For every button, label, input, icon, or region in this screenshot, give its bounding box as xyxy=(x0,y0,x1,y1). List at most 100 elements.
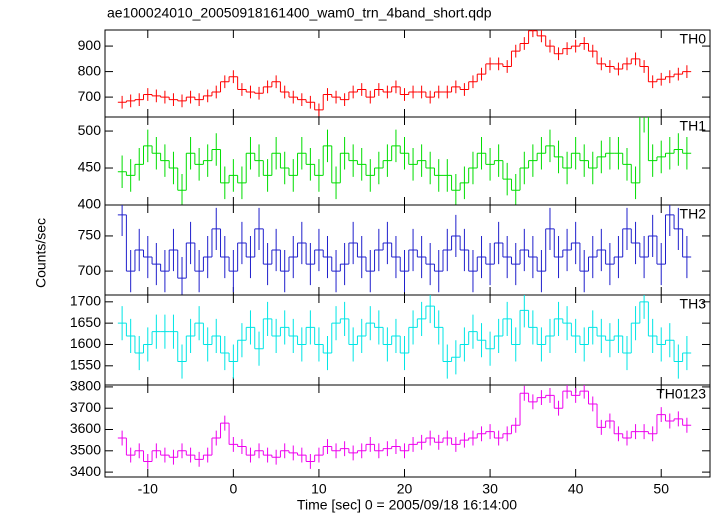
data-bin xyxy=(237,439,247,454)
data-bin xyxy=(520,228,529,272)
data-bin xyxy=(639,295,649,319)
data-bin xyxy=(656,242,666,286)
data-bin xyxy=(306,95,315,109)
data-bin xyxy=(134,148,144,181)
data-bin xyxy=(271,318,281,354)
data-bin xyxy=(391,439,401,454)
data-bin xyxy=(485,331,495,366)
data-bin xyxy=(186,136,195,170)
data-bin xyxy=(117,95,127,109)
data-bin xyxy=(588,44,598,58)
data-bin xyxy=(143,327,153,362)
data-bin xyxy=(254,144,264,177)
y-tick-label: 400 xyxy=(78,196,102,212)
x-tick-label: 30 xyxy=(482,481,498,497)
data-bin xyxy=(468,430,478,446)
data-bin xyxy=(186,221,195,265)
data-bin xyxy=(494,430,503,446)
data-bin xyxy=(357,148,366,181)
data-bin xyxy=(348,85,358,99)
data-bin xyxy=(468,75,478,89)
x-tick-label: 0 xyxy=(229,481,237,497)
data-bin xyxy=(331,443,341,459)
data-bin xyxy=(408,310,418,345)
data-bin xyxy=(323,439,332,454)
panel-frame xyxy=(104,294,711,386)
data-bin xyxy=(648,144,657,177)
data-bin xyxy=(682,417,692,433)
data-bin xyxy=(117,306,127,341)
data-bin xyxy=(365,159,375,192)
data-bin xyxy=(579,144,589,177)
x-tick-label: 40 xyxy=(568,481,584,497)
panel-frame xyxy=(104,384,711,478)
data-bin xyxy=(374,151,384,185)
data-bin xyxy=(597,318,606,354)
data-bin xyxy=(340,136,349,170)
data-bin xyxy=(297,221,307,265)
data-bin xyxy=(537,390,546,406)
data-bin xyxy=(682,136,692,170)
data-bin xyxy=(460,327,469,362)
data-bin xyxy=(306,242,315,286)
data-bin xyxy=(537,250,546,293)
panel-label: TH1 xyxy=(680,118,707,134)
data-bin xyxy=(134,228,144,272)
data-bin xyxy=(562,151,572,185)
data-bin xyxy=(169,151,178,185)
data-bin xyxy=(280,443,289,459)
data-bin xyxy=(357,83,366,96)
data-bin xyxy=(271,449,281,465)
data-bin xyxy=(502,426,512,442)
data-bin xyxy=(152,242,161,286)
data-bin xyxy=(323,88,332,101)
data-bin xyxy=(194,148,204,181)
y-tick-label: 1650 xyxy=(70,314,101,330)
data-bin xyxy=(365,90,375,104)
data-bin xyxy=(408,85,418,99)
data-bin xyxy=(665,323,675,358)
data-bin xyxy=(494,57,503,71)
data-bin xyxy=(314,327,324,362)
data-bin xyxy=(443,344,452,379)
data-bin xyxy=(254,86,264,100)
data-bin xyxy=(177,344,187,379)
y-tick-label: 1700 xyxy=(70,293,101,309)
data-bin xyxy=(203,447,212,463)
data-bin xyxy=(674,411,683,427)
data-bin xyxy=(400,443,409,459)
data-bin xyxy=(383,441,392,457)
chart-title: ae100024010_20050918161400_wam0_trn_4ban… xyxy=(107,5,492,21)
data-bin xyxy=(194,250,204,293)
data-bin xyxy=(468,250,478,293)
data-bin xyxy=(391,235,401,279)
data-bin xyxy=(579,37,589,50)
data-bin xyxy=(280,151,289,185)
data-bin xyxy=(502,60,512,73)
data-bin xyxy=(408,436,418,452)
y-tick-label: 3400 xyxy=(70,463,101,479)
y-tick-label: 800 xyxy=(78,62,102,78)
data-bin xyxy=(391,318,401,354)
data-bin xyxy=(169,314,178,349)
data-bin xyxy=(614,136,623,170)
data-bin xyxy=(528,144,538,177)
data-bin xyxy=(443,430,452,446)
data-bin xyxy=(631,166,640,200)
data-bin xyxy=(545,318,555,354)
data-bin xyxy=(263,159,272,192)
data-bin xyxy=(143,88,153,101)
data-bin xyxy=(451,80,461,94)
data-bin xyxy=(374,228,384,272)
data-bin xyxy=(571,221,580,265)
data-bin xyxy=(160,90,170,104)
data-bin xyxy=(639,235,649,279)
y-tick-label: 1600 xyxy=(70,335,101,351)
x-axis-label: Time [sec] 0 = 2005/09/18 16:14:00 xyxy=(297,497,517,513)
data-bin xyxy=(117,155,127,188)
data-bin xyxy=(494,221,503,265)
data-bin xyxy=(451,436,461,452)
data-bin xyxy=(502,301,512,336)
data-bin xyxy=(211,207,221,250)
data-bin xyxy=(554,47,563,61)
